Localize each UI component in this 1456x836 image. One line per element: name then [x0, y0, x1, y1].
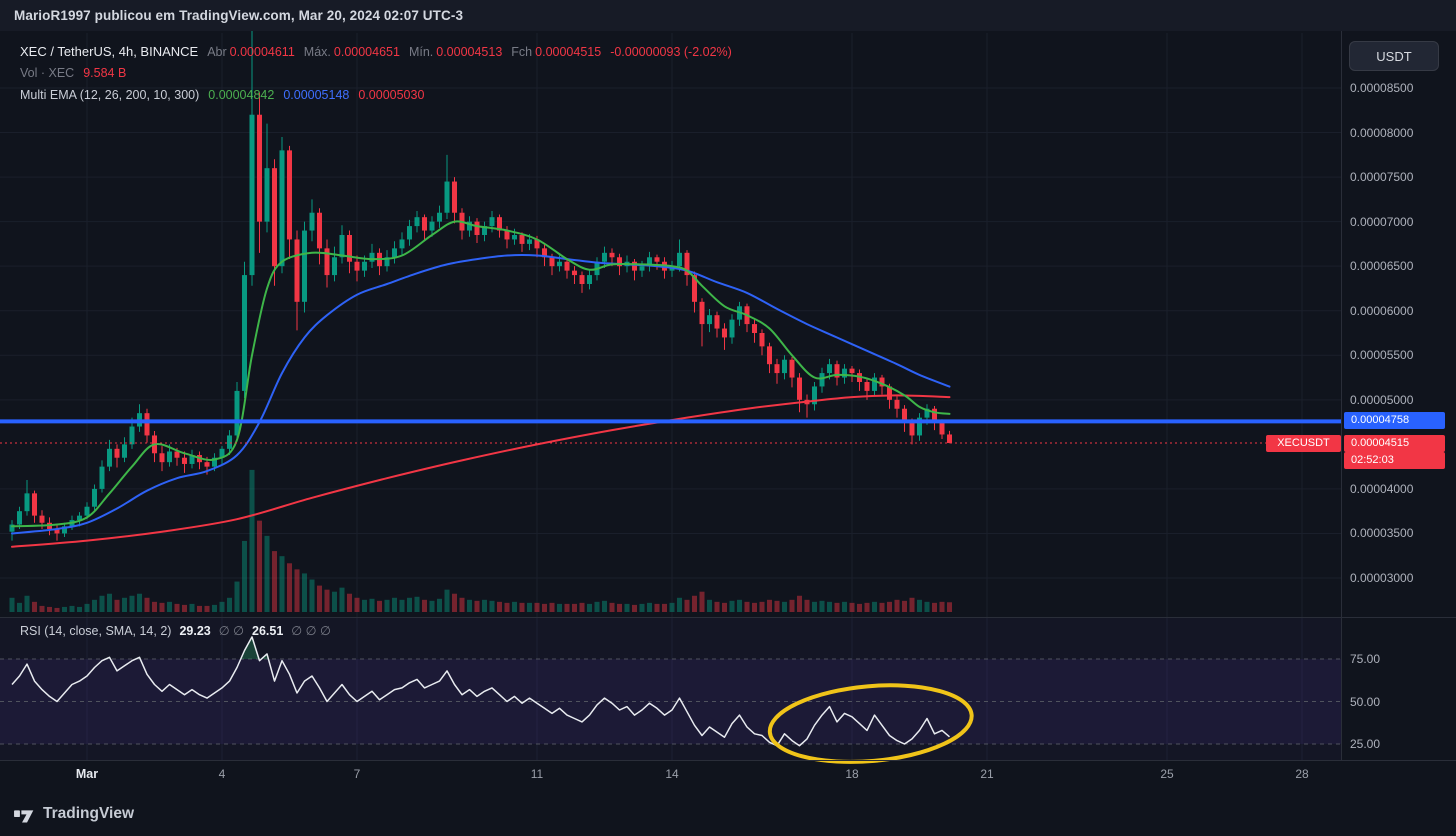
ema-mid-value: 0.00005148: [283, 88, 350, 102]
price-tick-label: 0.00008000: [1350, 125, 1414, 140]
time-tick-label: Mar: [75, 767, 99, 781]
volume-bars: [9, 469, 952, 612]
ema-mid-line: [11, 254, 951, 535]
price-tick-label: 0.00008500: [1350, 81, 1414, 95]
rsi-pane-background: [0, 618, 1341, 760]
attribution-text: MarioR1997 publicou em TradingView.com, …: [14, 8, 464, 23]
rsi-hidden-values: ∅ ∅: [218, 624, 244, 638]
attribution-bar: MarioR1997 publicou em TradingView.com, …: [0, 0, 1456, 31]
time-tick-label: 18: [845, 767, 859, 781]
symbol-legend-row: XEC / TetherUS, 4h, BINANCE Abr 0.000046…: [20, 44, 732, 59]
rsi-value: 29.23: [179, 624, 211, 638]
ema-slow-line: [11, 394, 951, 548]
rsi-hidden-values-2: ∅ ∅ ∅: [291, 624, 331, 638]
tradingview-footer[interactable]: TradingView: [13, 803, 134, 825]
ohlc-open: Abr 0.00004611: [207, 45, 295, 59]
ohlc-close: Fch 0.00004515: [511, 45, 602, 59]
horizontal-ray-price-label: 0.00004758: [1344, 412, 1445, 430]
time-tick-label: 21: [980, 767, 994, 781]
time-tick-label: 7: [353, 767, 361, 781]
price-tick-label: 0.00003500: [1350, 526, 1414, 541]
candles: [9, 30, 952, 541]
rsi-level-label: 75.00: [1350, 652, 1381, 666]
symbol-title[interactable]: XEC / TetherUS, 4h, BINANCE: [20, 44, 199, 59]
ema-indicator-title[interactable]: Multi EMA (12, 26, 200, 10, 300): [20, 88, 200, 102]
rsi-level-label: 25.00: [1350, 737, 1381, 751]
time-tick-label: 11: [530, 767, 544, 781]
ohlc-low: Mín. 0.00004513: [408, 45, 503, 59]
price-tick-label: 0.00007500: [1350, 170, 1414, 185]
rsi-indicator-title[interactable]: RSI (14, close, SMA, 14, 2): [20, 624, 172, 638]
volume-value: 9.584 B: [83, 66, 127, 80]
time-tick-label: 28: [1295, 767, 1309, 781]
rsi-legend-row: RSI (14, close, SMA, 14, 2) 29.23 ∅ ∅ 26…: [20, 623, 331, 638]
rsi-sma-value: 26.51: [252, 624, 284, 638]
ohlc-high: Máx. 0.00004651: [303, 45, 400, 59]
currency-toggle-button[interactable]: USDT: [1349, 41, 1439, 71]
ema-fast-line: [11, 220, 951, 528]
price-tick-label: 0.00006000: [1350, 303, 1414, 318]
ema-legend-row: Multi EMA (12, 26, 200, 10, 300) 0.00004…: [20, 88, 424, 102]
pane-separators: [0, 31, 1456, 761]
price-tick-label: 0.00005000: [1350, 392, 1414, 407]
price-tick-label: 0.00007000: [1350, 214, 1414, 229]
last-price-label: 0.00004515: [1344, 435, 1445, 453]
ema-fast-value: 0.00004842: [208, 88, 275, 102]
price-tick-label: 0.00003000: [1350, 570, 1414, 585]
tradingview-logo-icon: [14, 810, 34, 823]
time-tick-label: 14: [665, 767, 679, 781]
volume-label[interactable]: Vol · XEC: [20, 66, 75, 80]
price-tick-label: 0.00004000: [1350, 481, 1414, 496]
rsi-level-label: 50.00: [1350, 694, 1381, 709]
rsi-line: [11, 636, 950, 747]
time-tick-label: 4: [218, 767, 226, 781]
price-tick-label: 0.00006500: [1350, 259, 1414, 274]
ema-slow-value: 0.00005030: [358, 88, 425, 102]
time-tick-label: 25: [1160, 767, 1174, 781]
candle-countdown-label: 02:52:03: [1344, 452, 1445, 470]
last-price-symbol-tag: XECUSDT: [1266, 435, 1341, 453]
tradingview-wordmark: TradingView: [43, 805, 135, 822]
price-tick-label: 0.00005500: [1350, 348, 1414, 363]
volume-legend-row: Vol · XEC 9.584 B: [20, 66, 126, 80]
price-change: -0.00000093 (-2.02%): [610, 45, 732, 59]
